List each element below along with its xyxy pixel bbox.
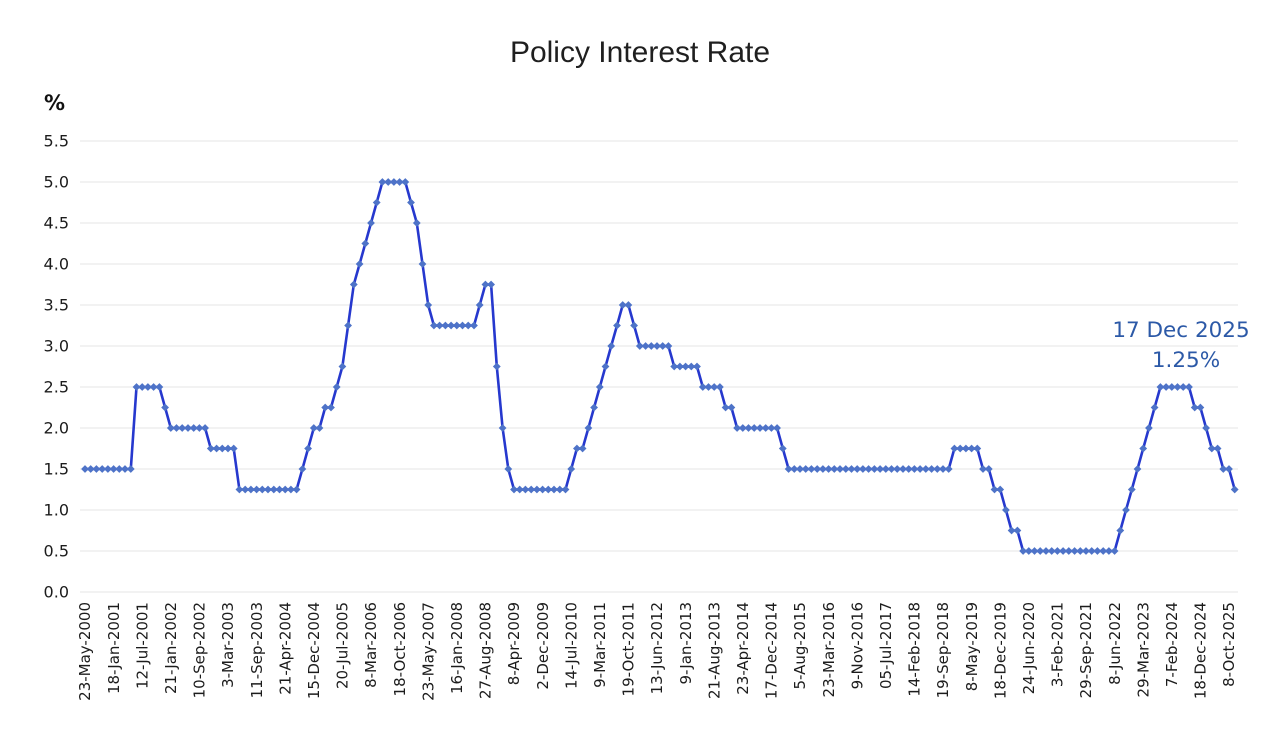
x-tick-label: 29-Mar-2023 — [1134, 602, 1152, 697]
x-tick-label: 2-Dec-2009 — [534, 602, 552, 690]
x-tick-label: 9-Mar-2011 — [591, 602, 609, 688]
x-tick-label: 18-Jan-2001 — [105, 602, 123, 694]
x-tick-label: 18-Oct-2006 — [391, 602, 409, 696]
x-tick-label: 15-Dec-2004 — [305, 602, 323, 699]
y-tick-label: 0.5 — [44, 542, 69, 561]
x-tick-label: 7-Feb-2024 — [1163, 602, 1181, 687]
x-tick-label: 19-Oct-2011 — [620, 602, 638, 696]
x-tick-label: 11-Sep-2003 — [248, 602, 266, 698]
x-tick-label: 13-Jun-2012 — [648, 602, 666, 694]
x-axis-tick-labels: 23-May-2000 18-Jan-2001 12-Jul-2001 21-Jan-… — [76, 602, 1238, 701]
x-tick-label: 23-Mar-2016 — [820, 602, 838, 697]
x-tick-label: 24-Jun-2020 — [1020, 602, 1038, 694]
annotation-value: 1.25% — [1152, 348, 1220, 373]
x-tick-label: 14-Jul-2010 — [562, 602, 580, 689]
x-tick-label: 21-Apr-2004 — [276, 602, 294, 695]
x-tick-label: 19-Sep-2018 — [934, 602, 952, 698]
x-tick-label: 8-Apr-2009 — [505, 602, 523, 685]
x-tick-label: 12-Jul-2001 — [133, 602, 151, 689]
y-tick-label: 1.5 — [44, 460, 69, 479]
x-tick-label: 23-May-2000 — [76, 602, 94, 701]
x-tick-label: 9-Nov-2016 — [848, 602, 866, 689]
y-tick-label: 2.0 — [44, 419, 69, 438]
x-tick-label: 23-Apr-2014 — [734, 602, 752, 695]
x-tick-label: 18-Dec-2024 — [1192, 602, 1210, 699]
y-tick-label: 3.5 — [44, 296, 69, 315]
data-point-markers — [81, 178, 1239, 555]
x-tick-label: 3-Feb-2021 — [1049, 602, 1067, 687]
x-tick-label: 21-Aug-2013 — [705, 602, 723, 699]
x-tick-label: 21-Jan-2002 — [162, 602, 180, 694]
x-tick-label: 8-May-2019 — [963, 602, 981, 691]
x-tick-label: 9-Jan-2013 — [677, 602, 695, 685]
x-tick-label: 8-Oct-2025 — [1220, 602, 1238, 687]
x-tick-label: 20-Jul-2005 — [334, 602, 352, 689]
x-tick-label: 27-Aug-2008 — [477, 602, 495, 699]
x-tick-label: 3-Mar-2003 — [219, 602, 237, 688]
x-tick-label: 29-Sep-2021 — [1077, 602, 1095, 698]
y-axis-unit-label: % — [44, 91, 65, 115]
x-tick-label: 5-Aug-2015 — [791, 602, 809, 690]
y-tick-label: 0.0 — [44, 583, 69, 602]
y-tick-label: 2.5 — [44, 378, 69, 397]
x-tick-label: 16-Jan-2008 — [448, 602, 466, 694]
rate-line — [83, 180, 1236, 553]
x-tick-label: 23-May-2007 — [419, 602, 437, 701]
x-tick-label: 8-Mar-2006 — [362, 602, 380, 688]
y-tick-label: 4.5 — [44, 214, 69, 233]
y-tick-label: 1.0 — [44, 501, 69, 520]
x-tick-label: 14-Feb-2018 — [906, 602, 924, 697]
annotation-date: 17 Dec 2025 — [1112, 318, 1249, 343]
gridlines — [80, 140, 1238, 593]
y-tick-label: 5.5 — [44, 132, 69, 151]
y-tick-label: 4.0 — [44, 255, 69, 274]
chart-title: Policy Interest Rate — [510, 36, 770, 69]
y-tick-label: 3.0 — [44, 337, 69, 356]
y-tick-label: 5.0 — [44, 173, 69, 192]
x-tick-label: 17-Dec-2014 — [763, 602, 781, 699]
x-tick-label: 8-Jun-2022 — [1106, 602, 1124, 685]
x-tick-label: 05-Jul-2017 — [877, 602, 895, 689]
y-axis-tick-labels: 0.0 0.5 1.0 1.5 2.0 2.5 3.0 3.5 4.0 4.5 5.0 5.5 — [44, 132, 69, 602]
rate-line-series — [81, 178, 1239, 555]
x-tick-label: 10-Sep-2002 — [191, 602, 209, 698]
x-tick-label: 18-Dec-2019 — [991, 602, 1009, 699]
